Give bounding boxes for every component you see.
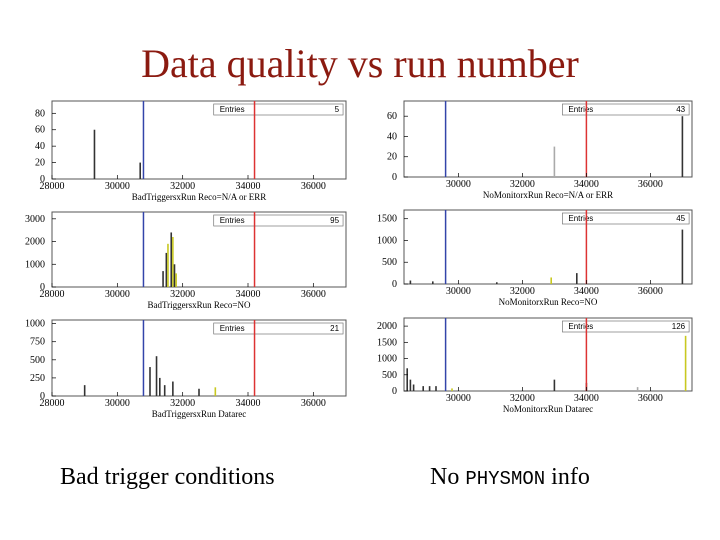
y-tick-label: 0 bbox=[40, 282, 45, 293]
stats-entries-value: 21 bbox=[330, 324, 339, 333]
caption-prefix: No bbox=[430, 464, 466, 490]
x-tick-label: 34000 bbox=[574, 393, 599, 404]
caption-suffix: info bbox=[545, 464, 590, 490]
x-tick-label: 34000 bbox=[236, 181, 261, 192]
stats-entries-value: 5 bbox=[335, 105, 340, 114]
x-tick-label: 28000 bbox=[40, 289, 65, 300]
histogram-panel-3: Entries 95 28000 30000 32000 34000 36000 0 1000 2… bbox=[25, 211, 347, 310]
y-tick-label: 500 bbox=[382, 370, 397, 381]
histogram-panel-5: Entries 21 28000 30000 32000 34000 36000 0 250 50… bbox=[25, 319, 347, 419]
stats-entries-value: 126 bbox=[672, 322, 686, 331]
x-tick-label: 30000 bbox=[105, 289, 130, 300]
x-tick-label: 36000 bbox=[638, 179, 663, 190]
stats-entries-label: Entries bbox=[568, 322, 593, 331]
caption-no-physmon: No PHYSMON info bbox=[430, 464, 590, 491]
stats-entries-label: Entries bbox=[220, 105, 245, 114]
x-axis-label: NoMonitorxRun Reco=NO bbox=[499, 297, 598, 307]
x-axis-label: NoMonitorxRun Datarec bbox=[503, 404, 593, 414]
histogram-panel-4: Entries 45 30000 32000 34000 36000 0 500 1000 150… bbox=[377, 209, 693, 307]
stats-box bbox=[213, 322, 344, 335]
y-tick-label: 750 bbox=[30, 337, 45, 348]
x-tick-label: 32000 bbox=[170, 289, 195, 300]
y-tick-label: 2000 bbox=[377, 321, 397, 332]
x-tick-label: 30000 bbox=[446, 393, 471, 404]
stats-entries-value: 95 bbox=[330, 216, 339, 225]
y-tick-label: 1000 bbox=[377, 354, 397, 365]
x-tick-label: 36000 bbox=[301, 181, 326, 192]
stats-entries-label: Entries bbox=[568, 105, 593, 114]
x-tick-label: 34000 bbox=[236, 289, 261, 300]
y-tick-label: 0 bbox=[392, 279, 397, 290]
y-tick-label: 1500 bbox=[377, 214, 397, 225]
stats-entries-label: Entries bbox=[568, 214, 593, 223]
x-tick-label: 28000 bbox=[40, 398, 65, 409]
y-tick-label: 250 bbox=[30, 373, 45, 384]
histogram-panel-2: Entries 43 30000 32000 34000 36000 0 20 40 60 NoMo… bbox=[387, 100, 693, 200]
x-tick-label: 36000 bbox=[638, 393, 663, 404]
y-tick-label: 80 bbox=[35, 108, 45, 119]
y-tick-label: 2000 bbox=[25, 237, 45, 248]
y-tick-label: 60 bbox=[35, 125, 45, 136]
y-tick-label: 20 bbox=[35, 158, 45, 169]
caption-physmon: PHYSMON bbox=[465, 468, 546, 490]
x-axis-label: BadTriggersxRun Reco=N/A or ERR bbox=[132, 192, 267, 202]
y-tick-label: 0 bbox=[40, 391, 45, 402]
stats-box bbox=[562, 320, 690, 333]
x-tick-label: 28000 bbox=[40, 181, 65, 192]
y-tick-label: 1500 bbox=[377, 337, 397, 348]
y-tick-label: 1000 bbox=[25, 319, 45, 330]
x-tick-label: 32000 bbox=[510, 393, 535, 404]
x-tick-label: 30000 bbox=[105, 181, 130, 192]
x-tick-label: 30000 bbox=[446, 286, 471, 297]
stats-entries-label: Entries bbox=[220, 216, 245, 225]
x-tick-label: 32000 bbox=[510, 286, 535, 297]
y-tick-label: 40 bbox=[35, 141, 45, 152]
stats-entries-label: Entries bbox=[220, 324, 245, 333]
histogram-panel-6: Entries 126 30000 32000 34000 36000 0 500 1000 15… bbox=[377, 317, 693, 414]
y-tick-label: 40 bbox=[387, 131, 397, 142]
x-axis-label: BadTriggersxRun Reco=NO bbox=[148, 300, 251, 310]
stats-box bbox=[562, 103, 690, 116]
y-tick-label: 1000 bbox=[377, 235, 397, 246]
y-tick-label: 500 bbox=[382, 257, 397, 268]
x-tick-label: 34000 bbox=[574, 179, 599, 190]
y-tick-label: 1000 bbox=[25, 259, 45, 270]
x-axis-label: BadTriggersxRun Datarec bbox=[152, 409, 246, 419]
x-tick-label: 36000 bbox=[638, 286, 663, 297]
y-tick-label: 0 bbox=[40, 174, 45, 185]
y-tick-label: 60 bbox=[387, 111, 397, 122]
y-tick-label: 20 bbox=[387, 152, 397, 163]
stats-entries-value: 45 bbox=[676, 214, 685, 223]
x-axis-label: NoMonitorxRun Reco=N/A or ERR bbox=[483, 190, 613, 200]
x-tick-label: 30000 bbox=[105, 398, 130, 409]
x-tick-label: 30000 bbox=[446, 179, 471, 190]
y-tick-label: 0 bbox=[392, 386, 397, 397]
stats-box bbox=[213, 214, 344, 227]
slide-title: Data quality vs run number bbox=[141, 41, 579, 86]
y-tick-label: 0 bbox=[392, 172, 397, 183]
histogram-panel-1: Entries 5 28000 30000 32000 34000 36000 0 20 40 60… bbox=[35, 100, 347, 202]
y-tick-label: 3000 bbox=[25, 214, 45, 225]
y-tick-label: 500 bbox=[30, 355, 45, 366]
x-tick-label: 34000 bbox=[574, 286, 599, 297]
x-tick-label: 32000 bbox=[170, 398, 195, 409]
stats-box bbox=[562, 212, 690, 225]
x-tick-label: 36000 bbox=[301, 398, 326, 409]
x-tick-label: 32000 bbox=[510, 179, 535, 190]
stats-box bbox=[213, 103, 344, 116]
stats-entries-value: 43 bbox=[676, 105, 685, 114]
x-tick-label: 34000 bbox=[236, 398, 261, 409]
caption-bad-trigger: Bad trigger conditions bbox=[60, 464, 275, 490]
x-tick-label: 32000 bbox=[170, 181, 195, 192]
x-tick-label: 36000 bbox=[301, 289, 326, 300]
